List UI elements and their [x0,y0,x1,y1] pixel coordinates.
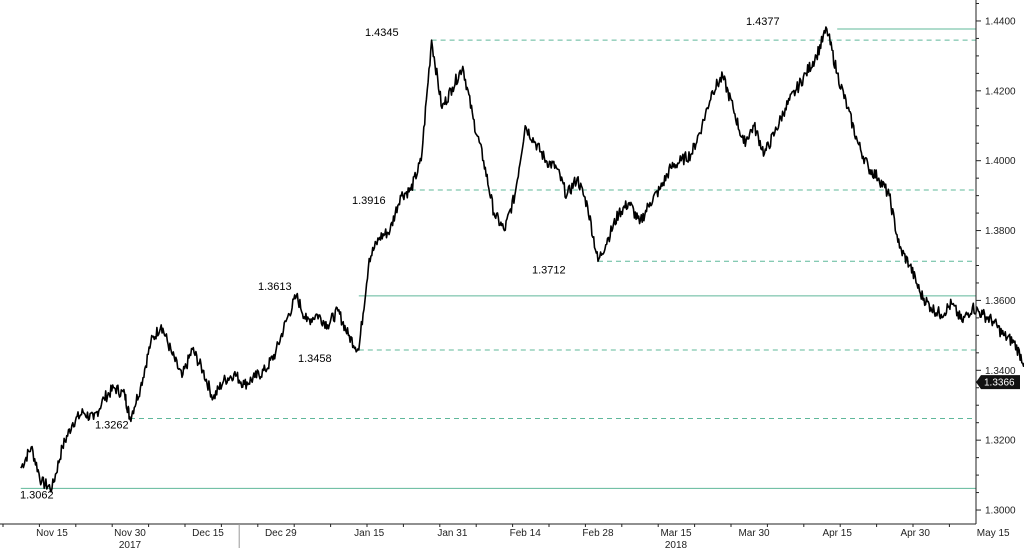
y-tick-label: 1.4000 [985,156,1016,167]
x-tick-label: Dec 15 [192,528,224,539]
y-tick-label: 1.3800 [985,226,1016,237]
level-label: 1.4377 [746,16,780,28]
y-tick-label: 1.3200 [985,436,1016,447]
x-tick-label: Apr 15 [822,528,852,539]
x-tick-label: Feb 14 [510,528,542,539]
level-label: 1.3458 [298,353,332,365]
level-label: 1.3712 [532,264,566,276]
y-tick-label: 1.3000 [985,506,1016,517]
x-tick-label: Dec 29 [265,528,297,539]
level-lines [20,28,976,489]
price-line [20,26,1024,493]
y-tick-label: 1.3400 [985,366,1016,377]
last-value-badge: 1.3366 [976,375,1020,390]
last-value-box [976,375,1020,390]
x-tick-label: Mar 15 [660,528,692,539]
last-value-label: 1.3366 [984,378,1015,389]
level-label: 1.3262 [95,420,129,432]
x-tick-label: Feb 28 [582,528,614,539]
year-label: 2017 [119,540,142,549]
x-tick-label: Jan 15 [354,528,384,539]
level-annotations: 1.3062 1.3262 1.3458 1.3613 1.3712 1.3916 1.43… [20,16,780,501]
level-label: 1.3613 [258,281,292,293]
x-axis: Nov 15 Nov 30 Dec 15 Dec 29 Jan 15 Jan 31 Feb … [0,523,1010,551]
y-tick-label: 1.3600 [985,296,1016,307]
y-tick-label: 1.4400 [985,16,1016,27]
x-tick-label: Jan 31 [437,528,467,539]
price-series [20,26,1024,493]
y-axis: 1.3000 1.3200 1.3400 1.3600 1.3800 1.4000 1.42… [975,0,1016,524]
x-tick-label: Nov 15 [36,528,68,539]
x-tick-label: Apr 30 [900,528,930,539]
x-tick-label: Mar 30 [738,528,770,539]
y-tick-label: 1.4200 [985,86,1016,97]
level-label: 1.4345 [365,27,399,39]
level-label: 1.3916 [352,195,386,207]
x-tick-label: Nov 30 [114,528,146,539]
x-tick-label: May 15 [977,528,1010,539]
level-label: 1.3062 [20,489,54,501]
year-label: 2018 [665,540,688,549]
